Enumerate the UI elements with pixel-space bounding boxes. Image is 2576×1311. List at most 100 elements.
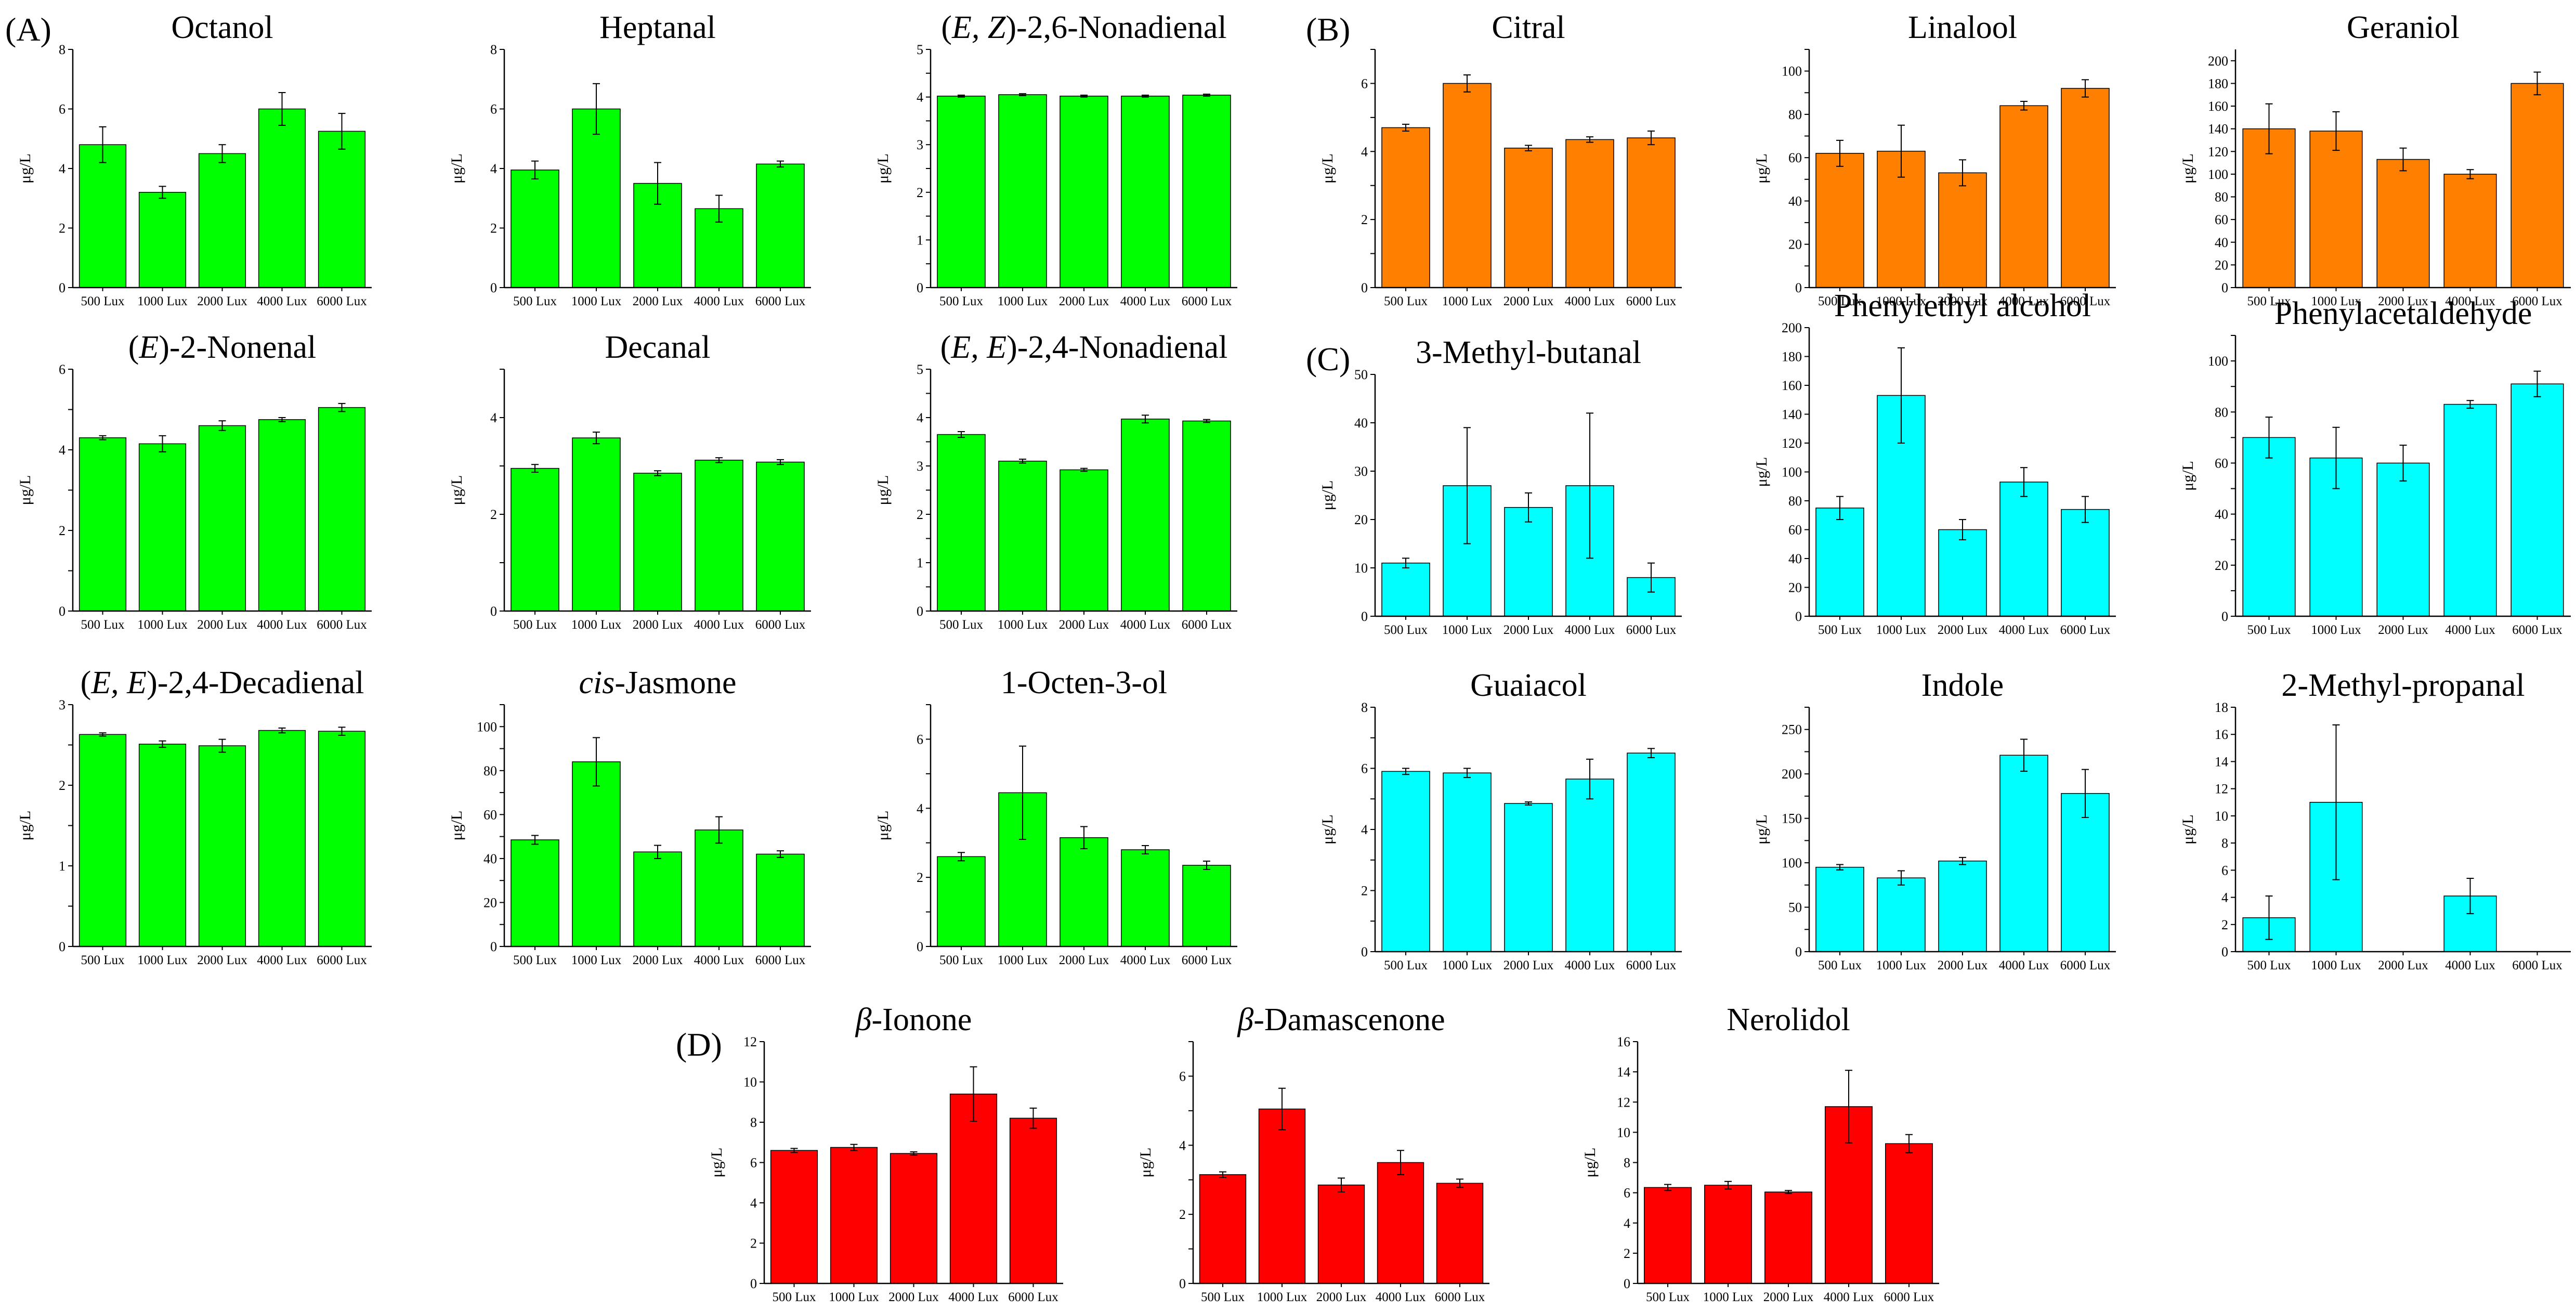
chart-title: 1-Octen-3-ol (1001, 665, 1167, 700)
x-tick-label: 4000 Lux (1120, 953, 1171, 967)
x-tick-label: 2000 Lux (1316, 1290, 1367, 1304)
x-tick-label: 500 Lux (81, 294, 125, 308)
y-tick-label: 200 (2208, 54, 2228, 69)
chart-3: Citral μg/L 500 Lux 1000 Lux 2000 Lux 4000 Lu… (1319, 10, 1682, 308)
y-tick-label: 2 (917, 507, 923, 522)
chart-9: 3-Methyl-butanal μg/L 500 Lux 1000 Lux 2000 … (1319, 335, 1682, 637)
x-tick-label: 500 Lux (1384, 958, 1428, 972)
x-tick-label: 500 Lux (513, 294, 557, 308)
y-axis-label: μg/L (17, 153, 34, 184)
y-tick-label: 80 (2215, 405, 2228, 420)
bar (318, 731, 366, 947)
chart-title-segment: ( (940, 330, 951, 365)
bar (511, 839, 559, 947)
y-tick-label: 40 (1788, 193, 1802, 209)
x-tick-label: 6000 Lux (755, 294, 806, 308)
y-tick-label: 4 (490, 161, 497, 176)
chart-12: (E, E)-2,4-Decadienal μg/L 500 Lux 1000 Lux… (17, 665, 372, 967)
bar (511, 468, 559, 612)
x-tick-label: 1000 Lux (998, 618, 1048, 632)
y-tick-label: 0 (2221, 609, 2228, 624)
bar (1999, 105, 2048, 288)
y-axis-label: μg/L (1581, 1148, 1599, 1178)
x-tick-label: 1000 Lux (571, 294, 622, 308)
x-tick-label: 6000 Lux (1884, 1290, 1934, 1304)
x-tick-label: 2000 Lux (197, 294, 247, 308)
x-tick-label: 2000 Lux (1938, 294, 1988, 308)
y-tick-label: 60 (1788, 523, 1802, 538)
x-tick-label: 6000 Lux (1182, 953, 1232, 967)
bar (770, 1150, 818, 1284)
chart-title-segment: 3-Methyl-butanal (1416, 335, 1641, 370)
x-tick-label: 1000 Lux (1257, 1290, 1307, 1304)
x-tick-label: 4000 Lux (1999, 958, 2049, 972)
y-tick-label: 20 (483, 895, 497, 910)
bar (1627, 752, 1676, 952)
bar (949, 1094, 998, 1284)
x-tick-label: 6000 Lux (1182, 618, 1232, 632)
x-tick-label: 1000 Lux (2311, 294, 2361, 308)
y-tick-label: 0 (1361, 280, 1368, 295)
y-tick-label: 4 (1361, 822, 1368, 837)
x-tick-label: 2000 Lux (1503, 958, 1554, 972)
x-tick-label: 1000 Lux (2311, 958, 2361, 972)
y-tick-label: 20 (2215, 558, 2228, 573)
chart-title: Phenylacetaldehyde (2274, 296, 2532, 331)
chart-title: (E)-2-Nonenal (128, 330, 317, 365)
chart-title-segment: Geraniol (2347, 10, 2460, 45)
x-tick-label: 1000 Lux (137, 953, 188, 967)
x-tick-label: 2000 Lux (633, 618, 683, 632)
y-tick-label: 2 (59, 778, 66, 793)
y-tick-label: 40 (483, 851, 497, 866)
y-tick-label: 50 (1788, 900, 1802, 915)
x-tick-label: 2000 Lux (2378, 294, 2428, 308)
bar (1317, 1184, 1365, 1284)
bar (198, 745, 246, 947)
x-tick-label: 1000 Lux (998, 294, 1048, 308)
chart-title-segment: Heptanal (599, 10, 716, 45)
bar (572, 761, 621, 947)
y-axis-label: μg/L (2179, 814, 2196, 845)
chart-7: Decanal μg/L 500 Lux 1000 Lux 2000 Lux 4000 L… (448, 330, 811, 632)
x-tick-label: 2000 Lux (1503, 623, 1554, 637)
chart-title: Octanol (171, 10, 273, 45)
x-tick-label: 4000 Lux (694, 953, 744, 967)
y-tick-label: 2 (490, 507, 497, 522)
y-tick-label: 250 (1782, 722, 1802, 737)
y-tick-label: 6 (490, 102, 497, 117)
x-tick-label: 500 Lux (81, 618, 125, 632)
chart-16: Indole μg/L 500 Lux 1000 Lux 2000 Lux 4000 Lu… (1753, 668, 2116, 972)
y-tick-label: 0 (2221, 280, 2228, 295)
y-tick-label: 2 (917, 185, 923, 200)
x-tick-label: 500 Lux (1818, 294, 1862, 308)
y-axis-label: μg/L (2179, 461, 2196, 491)
x-tick-label: 500 Lux (2247, 623, 2291, 637)
y-tick-label: 4 (917, 410, 923, 425)
x-tick-label: 2000 Lux (633, 953, 683, 967)
y-tick-label: 0 (1795, 280, 1802, 295)
bar (1938, 529, 1987, 617)
y-tick-label: 0 (917, 939, 923, 954)
y-tick-label: 2 (59, 221, 66, 236)
chart-title: Heptanal (599, 10, 716, 45)
y-tick-label: 0 (1179, 1276, 1186, 1291)
chart-title-segment: E, E (90, 665, 147, 700)
chart-title: Linalool (1908, 10, 2017, 45)
chart-title-segment: E (138, 330, 159, 365)
y-tick-label: 20 (1788, 237, 1802, 252)
bar (1938, 860, 1987, 952)
x-tick-label: 6000 Lux (317, 294, 367, 308)
bar (756, 163, 805, 288)
bar (1565, 139, 1614, 288)
x-tick-label: 2000 Lux (1938, 958, 1988, 972)
x-tick-label: 500 Lux (2247, 294, 2291, 308)
x-tick-label: 2000 Lux (1059, 294, 1109, 308)
x-tick-label: 1000 Lux (137, 294, 188, 308)
y-tick-label: 10 (2215, 809, 2228, 824)
bar (2061, 509, 2110, 617)
x-tick-label: 1000 Lux (1442, 294, 1493, 308)
bar (572, 437, 621, 612)
chart-title: cis-Jasmone (579, 665, 736, 700)
y-tick-label: 2 (1624, 1246, 1630, 1261)
chart-title-segment: -Ionone (872, 1002, 972, 1037)
